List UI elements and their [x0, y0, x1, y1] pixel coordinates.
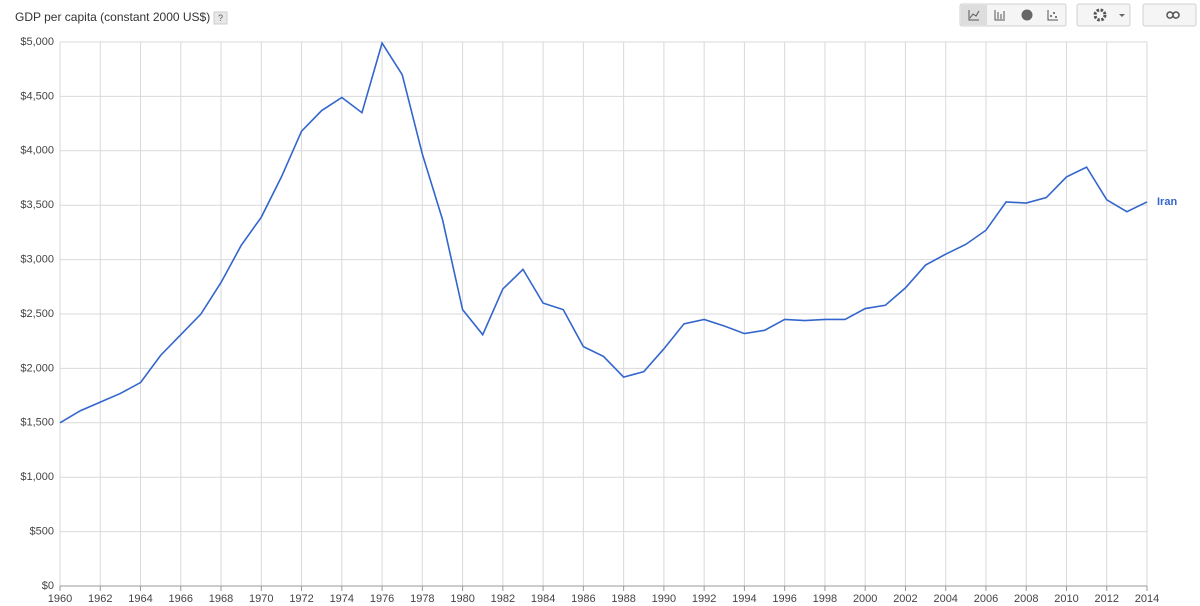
y-tick-label: $3,500	[20, 199, 54, 211]
line-icon	[968, 10, 980, 21]
y-tick-label: $4,500	[20, 90, 54, 102]
x-tick-label: 2000	[853, 593, 877, 605]
x-tick-label: 1964	[128, 593, 152, 605]
x-tick-label: 1974	[330, 593, 354, 605]
x-tick-label: 1976	[370, 593, 394, 605]
x-tick-label: 2010	[1054, 593, 1078, 605]
help-button[interactable]	[213, 11, 228, 25]
help-label: ?	[218, 13, 223, 23]
x-tick-label: 1970	[249, 593, 273, 605]
bar-chart-button[interactable]	[994, 10, 1005, 21]
x-tick-label: 2014	[1135, 593, 1159, 605]
x-tick-label: 1998	[813, 593, 837, 605]
x-tick-label: 1986	[571, 593, 595, 605]
y-tick-label: $500	[30, 526, 54, 538]
y-tick-label: $4,000	[20, 145, 54, 157]
x-tick-label: 1988	[611, 593, 635, 605]
y-tick-label: $1,500	[20, 417, 54, 429]
link-button[interactable]	[1142, 3, 1197, 27]
x-tick-label: 1966	[169, 593, 193, 605]
x-tick-label: 1996	[772, 593, 796, 605]
scatter-dot	[1055, 16, 1057, 18]
y-tick-label: $5,000	[20, 36, 54, 48]
x-tick-label: 1994	[732, 593, 756, 605]
gear-icon	[1093, 8, 1107, 22]
x-tick-label: 1982	[491, 593, 515, 605]
y-tick-label: $0	[42, 580, 54, 592]
x-tick-label: 1962	[88, 593, 112, 605]
x-tick-label: 1984	[531, 593, 555, 605]
series-line	[59, 41, 1148, 424]
x-tick-label: 1978	[410, 593, 434, 605]
x-tick-label: 1992	[692, 593, 716, 605]
y-tick-label: $3,000	[20, 254, 54, 266]
x-tick-label: 2002	[893, 593, 917, 605]
x-tick-label: 1960	[48, 593, 72, 605]
x-tick-label: 2008	[1014, 593, 1038, 605]
map-button[interactable]	[1021, 9, 1033, 21]
dropdown-arrow	[1119, 14, 1125, 17]
x-tick-label: 1972	[289, 593, 313, 605]
x-tick-label: 1990	[652, 593, 676, 605]
scatter-dot	[1053, 12, 1055, 14]
y-tick-label: $2,000	[20, 362, 54, 374]
series-label: Iran	[1157, 196, 1177, 208]
toolbar	[959, 3, 1197, 27]
y-tick-label: $2,500	[20, 308, 54, 320]
chart-title: GDP per capita (constant 2000 US$)	[15, 10, 210, 24]
x-tick-label: 2012	[1094, 593, 1118, 605]
scatter-dot	[1050, 15, 1052, 17]
x-tick-label: 2006	[974, 593, 998, 605]
x-tick-label: 1968	[209, 593, 233, 605]
scatter-button[interactable]	[1047, 10, 1058, 21]
link-icon	[1166, 11, 1180, 19]
y-tick-label: $1,000	[20, 471, 54, 483]
x-tick-label: 1980	[450, 593, 474, 605]
x-tick-label: 2004	[933, 593, 957, 605]
